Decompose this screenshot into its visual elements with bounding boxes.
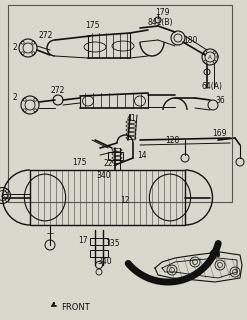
Text: 335: 335 xyxy=(105,238,120,247)
Bar xyxy=(90,250,108,257)
Text: 221: 221 xyxy=(103,158,117,167)
Text: A: A xyxy=(1,193,4,198)
Text: 272: 272 xyxy=(50,85,64,94)
Bar xyxy=(8,5,232,202)
Text: A: A xyxy=(216,53,220,59)
Text: 17: 17 xyxy=(78,236,88,244)
Text: 41: 41 xyxy=(127,114,137,123)
Text: 841(B): 841(B) xyxy=(148,18,173,27)
Text: 36: 36 xyxy=(215,95,225,105)
Bar xyxy=(30,170,185,225)
Text: 179: 179 xyxy=(155,7,169,17)
Text: 2: 2 xyxy=(12,43,17,52)
Text: 2: 2 xyxy=(12,92,17,101)
Text: 180: 180 xyxy=(183,36,197,44)
Text: 128: 128 xyxy=(165,135,179,145)
Text: 340: 340 xyxy=(96,171,111,180)
Bar xyxy=(108,152,123,160)
Text: 340: 340 xyxy=(97,258,112,267)
Text: 175: 175 xyxy=(85,20,100,29)
Text: 175: 175 xyxy=(72,157,86,166)
Text: 272: 272 xyxy=(38,30,52,39)
Text: 12: 12 xyxy=(120,196,129,204)
Text: A: A xyxy=(208,54,212,60)
Bar xyxy=(90,238,108,245)
Text: 14: 14 xyxy=(137,150,147,159)
Text: FRONT: FRONT xyxy=(61,303,90,313)
Text: 64(A): 64(A) xyxy=(202,82,223,91)
Text: 169: 169 xyxy=(212,129,226,138)
